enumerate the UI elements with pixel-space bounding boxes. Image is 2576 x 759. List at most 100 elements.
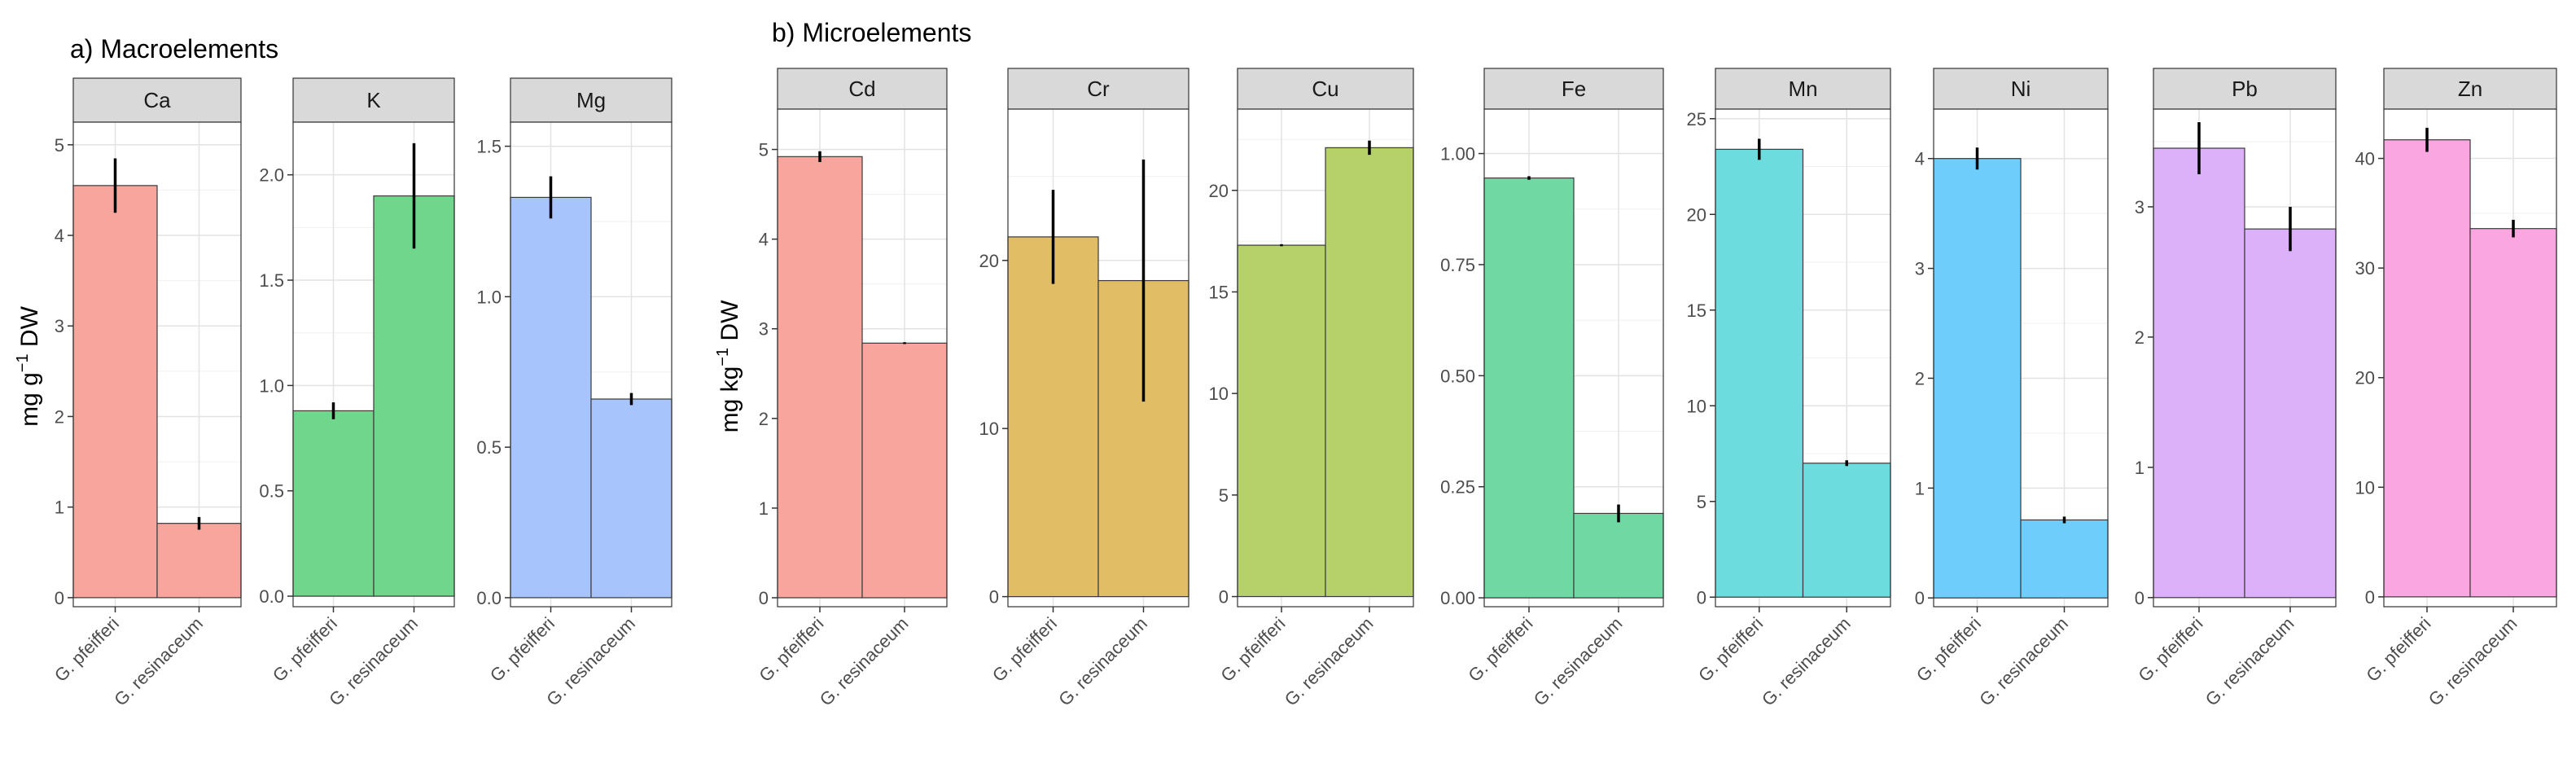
bar-pb-g-resinaceum (2244, 228, 2337, 599)
x-tick-label-zn-g-resinaceum: G. resinaceum (2425, 613, 2521, 710)
y-tick-label-ca-4: 4 (55, 226, 64, 246)
bar-ni-g-resinaceum (2020, 519, 2109, 599)
macro-y-axis-label-unit: mg g (16, 372, 43, 427)
x-tick-label-mg-g-pfeifferi: G. pfeifferi (486, 613, 559, 686)
panel-border-fe (1483, 108, 1664, 608)
y-tick-label-mn-5: 25 (1687, 109, 1706, 129)
y-tick-label-zn-1: 10 (2355, 477, 2375, 498)
bar-cd-g-pfeifferi (777, 156, 863, 599)
y-tick-label-ni-4: 4 (1915, 149, 1925, 169)
y-tick-label-zn-4: 40 (2355, 149, 2375, 169)
panel-border-mn (1715, 108, 1891, 608)
bar-fe-g-pfeifferi (1483, 177, 1575, 599)
y-tick-label-k-0: 0.0 (259, 586, 284, 607)
bar-zn-g-resinaceum (2469, 228, 2557, 598)
facet-strip-label-cr: Cr (1087, 77, 1110, 101)
y-tick-label-k-1: 0.5 (259, 481, 284, 502)
facet-strip-mn (1715, 68, 1891, 110)
x-tick-label-pb-g-resinaceum: G. resinaceum (2201, 613, 2298, 710)
y-tick-label-cu-1: 5 (1219, 485, 1229, 506)
y-tick-label-ni-0: 0 (1915, 588, 1925, 608)
y-tick-label-cu-0: 0 (1219, 587, 1229, 608)
micro-y-axis-label: mg kg−1 DW (714, 300, 743, 433)
y-tick-label-cd-4: 4 (759, 230, 769, 250)
x-tick-label-mn-g-resinaceum: G. resinaceum (1758, 613, 1855, 710)
y-tick-label-pb-3: 3 (2135, 197, 2144, 217)
y-tick-label-mg-1: 0.5 (476, 437, 502, 458)
x-tick-label-cr-g-pfeifferi: G. pfeifferi (988, 613, 1061, 686)
y-tick-label-mn-1: 5 (1697, 492, 1706, 512)
y-tick-label-ca-5: 5 (55, 135, 64, 156)
bar-k-g-pfeifferi (292, 410, 375, 597)
y-tick-label-ca-0: 0 (55, 588, 64, 608)
panel-border-k (292, 121, 455, 608)
y-tick-label-zn-3: 30 (2355, 258, 2375, 279)
y-tick-label-mg-0: 0.0 (476, 588, 502, 608)
facet-strip-zn (2383, 68, 2557, 110)
y-tick-label-cd-1: 1 (759, 498, 769, 519)
facet-strip-label-zn: Zn (2458, 77, 2482, 101)
bar-zn-g-pfeifferi (2383, 139, 2471, 598)
y-tick-label-pb-0: 0 (2135, 588, 2144, 608)
bar-cu-g-resinaceum (1325, 147, 1414, 598)
y-tick-label-mn-4: 20 (1687, 204, 1706, 225)
micro-group-title: b) Microelements (772, 18, 971, 47)
y-tick-label-zn-0: 0 (2365, 587, 2375, 608)
y-tick-label-k-2: 1.0 (259, 375, 284, 396)
y-tick-label-cd-2: 2 (759, 409, 769, 429)
y-tick-label-cd-0: 0 (759, 588, 769, 608)
y-tick-label-ni-1: 1 (1915, 478, 1925, 498)
facet-strip-label-ca: Ca (143, 88, 171, 112)
y-tick-label-fe-2: 0.50 (1440, 366, 1475, 386)
bar-ni-g-pfeifferi (1933, 158, 2022, 599)
micro-y-axis-label-basis: DW (716, 300, 743, 348)
x-tick-label-cd-g-resinaceum: G. resinaceum (816, 613, 913, 710)
panel-border-ni (1933, 108, 2109, 608)
facet-strip-label-pb: Pb (2232, 77, 2258, 101)
y-tick-label-cu-3: 15 (1209, 282, 1229, 302)
micro-y-axis-label-exponent: −1 (714, 348, 732, 366)
panel-border-pb (2153, 108, 2337, 608)
macro-group-title: a) Macroelements (70, 34, 278, 64)
x-tick-label-mn-g-pfeifferi: G. pfeifferi (1694, 613, 1767, 686)
y-tick-label-fe-0: 0.00 (1440, 588, 1475, 608)
y-tick-label-cr-1: 10 (979, 419, 999, 439)
y-tick-label-fe-3: 0.75 (1440, 255, 1475, 275)
y-tick-label-pb-1: 1 (2135, 458, 2144, 478)
y-tick-label-ca-1: 1 (55, 498, 64, 518)
y-tick-label-mn-2: 10 (1687, 396, 1706, 416)
x-tick-label-fe-g-resinaceum: G. resinaceum (1530, 613, 1627, 710)
bar-mn-g-resinaceum (1802, 463, 1891, 598)
micro-y-axis-label-unit: mg kg (716, 366, 743, 433)
facet-strip-label-mn: Mn (1788, 77, 1817, 101)
y-tick-label-fe-4: 1.00 (1440, 144, 1475, 165)
y-tick-label-k-3: 1.5 (259, 270, 284, 291)
bar-cr-g-pfeifferi (1007, 236, 1099, 598)
x-tick-label-cu-g-resinaceum: G. resinaceum (1281, 613, 1378, 710)
bar-fe-g-resinaceum (1573, 512, 1664, 599)
y-tick-label-cr-0: 0 (989, 587, 999, 608)
macro-y-axis-label-exponent: −1 (14, 353, 32, 372)
facet-strip-label-fe: Fe (1562, 77, 1586, 101)
panel-border-cu (1237, 108, 1414, 608)
bar-mg-g-resinaceum (590, 398, 672, 599)
panel-border-cd (777, 108, 948, 608)
x-tick-label-ni-g-resinaceum: G. resinaceum (1975, 613, 2072, 710)
bar-mg-g-pfeifferi (510, 196, 592, 599)
x-tick-label-cu-g-pfeifferi: G. pfeifferi (1216, 613, 1289, 686)
bar-cu-g-pfeifferi (1237, 244, 1326, 598)
facet-strip-label-cd: Cd (848, 77, 875, 101)
facet-strip-cu (1237, 68, 1414, 110)
facet-strip-ca (72, 77, 242, 123)
bar-k-g-resinaceum (373, 195, 455, 597)
macro-y-axis-label-basis: DW (16, 305, 43, 353)
facet-strip-cr (1007, 68, 1189, 110)
